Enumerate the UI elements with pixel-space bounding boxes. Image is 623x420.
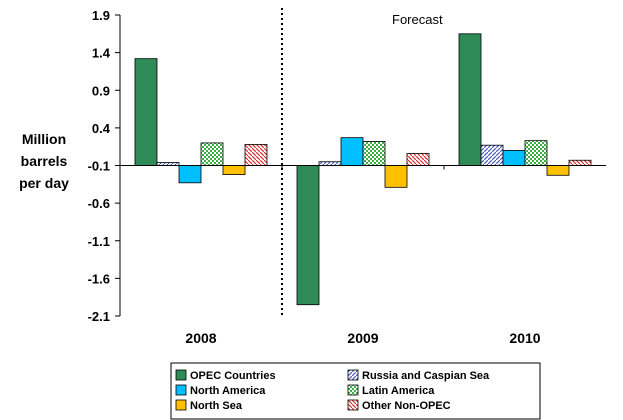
x-category-label: 2010 xyxy=(509,330,540,346)
x-axis-category-labels: 2008 2009 2010 xyxy=(185,165,541,346)
legend-label: Latin America xyxy=(362,385,435,397)
legend: OPEC Countries Russia and Caspian Sea Nort… xyxy=(175,369,490,412)
y-tick-label: -0.1 xyxy=(88,159,110,174)
bar-north-america-2010 xyxy=(502,150,526,166)
y-axis-label-line-1: Million xyxy=(22,131,66,147)
legend-label: OPEC Countries xyxy=(190,370,276,382)
legend-swatch xyxy=(347,384,359,396)
bar-latin-america-2009 xyxy=(362,141,386,166)
legend-label: North Sea xyxy=(190,400,243,412)
bar-north-sea-2010 xyxy=(546,165,570,176)
x-category-label: 2008 xyxy=(185,330,216,346)
legend-swatch xyxy=(175,399,187,411)
bar-russia-and-caspian-sea-2009 xyxy=(318,161,342,166)
legend-label: Russia and Caspian Sea xyxy=(362,370,490,382)
bar-other-non-opec-2010 xyxy=(568,159,592,166)
y-tick-label: 0.9 xyxy=(92,83,110,98)
y-tick-label: 0.4 xyxy=(92,121,111,136)
bar-opec-countries-2008 xyxy=(134,58,158,166)
y-axis-label-line-2: barrels xyxy=(21,153,68,169)
legend-label: North America xyxy=(190,385,266,397)
bar-latin-america-2008 xyxy=(200,142,224,166)
y-axis-ticks: 1.9 1.4 0.9 0.4 -0.1 -0.6 -1.1 -1.6 -2.1 xyxy=(88,8,120,324)
bar-opec-countries-2010 xyxy=(458,33,482,166)
y-tick-label: -1.6 xyxy=(88,271,110,286)
bars xyxy=(134,33,592,306)
y-tick-label: 1.9 xyxy=(92,8,110,23)
bar-north-sea-2008 xyxy=(222,165,246,175)
bar-opec-countries-2009 xyxy=(296,165,320,306)
bar-other-non-opec-2008 xyxy=(244,144,268,166)
legend-swatch xyxy=(175,369,187,381)
bar-latin-america-2010 xyxy=(524,140,548,166)
legend-swatch xyxy=(175,384,187,396)
bar-north-america-2008 xyxy=(178,165,202,184)
forecast-annotation: Forecast xyxy=(392,12,443,27)
bar-russia-and-caspian-sea-2010 xyxy=(480,144,504,166)
legend-label: Other Non-OPEC xyxy=(362,400,451,412)
x-category-label: 2009 xyxy=(347,330,378,346)
bar-other-non-opec-2009 xyxy=(406,153,430,166)
legend-swatch xyxy=(347,369,359,381)
y-axis-label-line-3: per day xyxy=(19,175,69,191)
y-tick-label: -2.1 xyxy=(88,309,110,324)
legend-swatch xyxy=(347,399,359,411)
bar-north-america-2009 xyxy=(340,137,364,166)
y-tick-label: -1.1 xyxy=(88,234,110,249)
y-tick-label: -0.6 xyxy=(88,196,110,211)
bar-north-sea-2009 xyxy=(384,165,408,188)
y-tick-label: 1.4 xyxy=(92,46,111,61)
